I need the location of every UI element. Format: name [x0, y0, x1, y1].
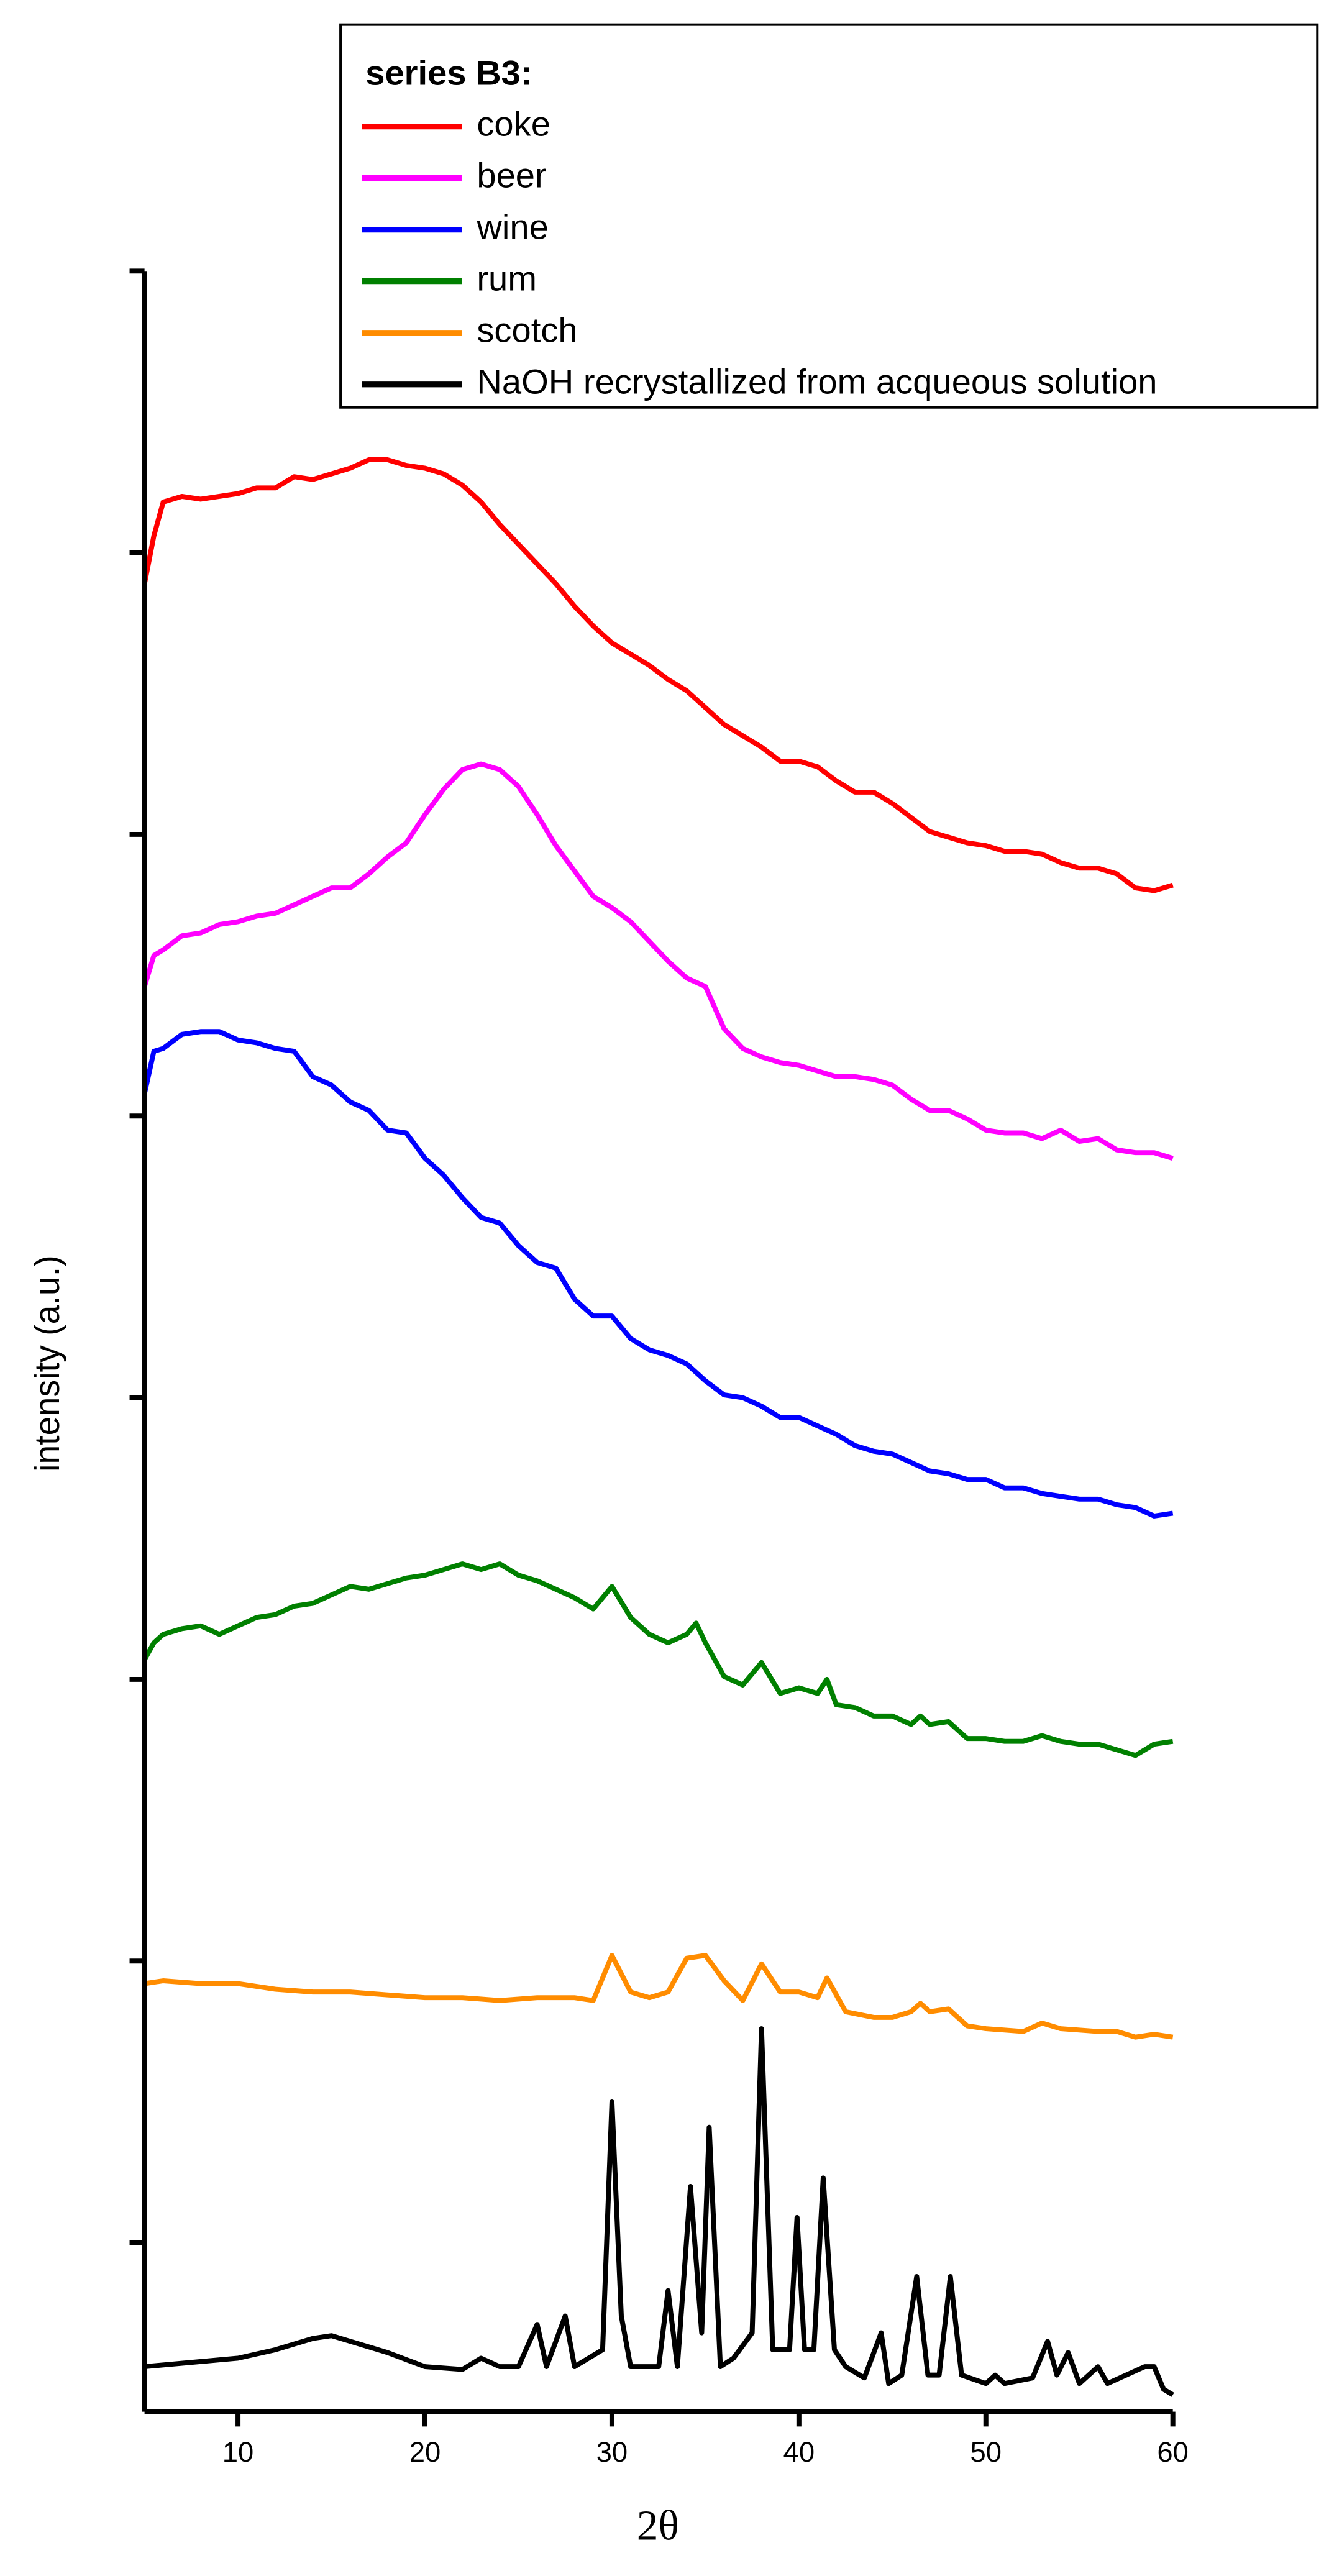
x-axis-label: 2θ: [637, 2501, 679, 2549]
data-line: [142, 761, 1174, 1161]
x-tick-label: 10: [222, 2436, 254, 2468]
legend-label: NaOH recrystallized from acqueous soluti…: [477, 362, 1157, 401]
y-axis-label: intensity (a.u.): [27, 1255, 66, 1472]
legend-title: series B3:: [365, 53, 532, 93]
legend-label: coke: [477, 104, 550, 144]
legend-label: beer: [477, 156, 546, 195]
x-tick-label: 30: [596, 2436, 628, 2468]
x-tick-label: 40: [783, 2436, 815, 2468]
legend-label: rum: [477, 259, 537, 298]
legend-box: [339, 23, 1319, 409]
data-line: [144, 2026, 1174, 2397]
data-line: [142, 457, 1174, 893]
legend-label: wine: [476, 208, 548, 247]
x-tick-label: 50: [970, 2436, 1002, 2468]
data-line: [144, 1953, 1174, 2040]
x-tick-label: 20: [409, 2436, 441, 2468]
data-line: [142, 1561, 1174, 1758]
legend-label: scotch: [477, 311, 577, 350]
x-tick-label: 60: [1157, 2436, 1189, 2468]
data-line: [142, 1029, 1174, 1519]
